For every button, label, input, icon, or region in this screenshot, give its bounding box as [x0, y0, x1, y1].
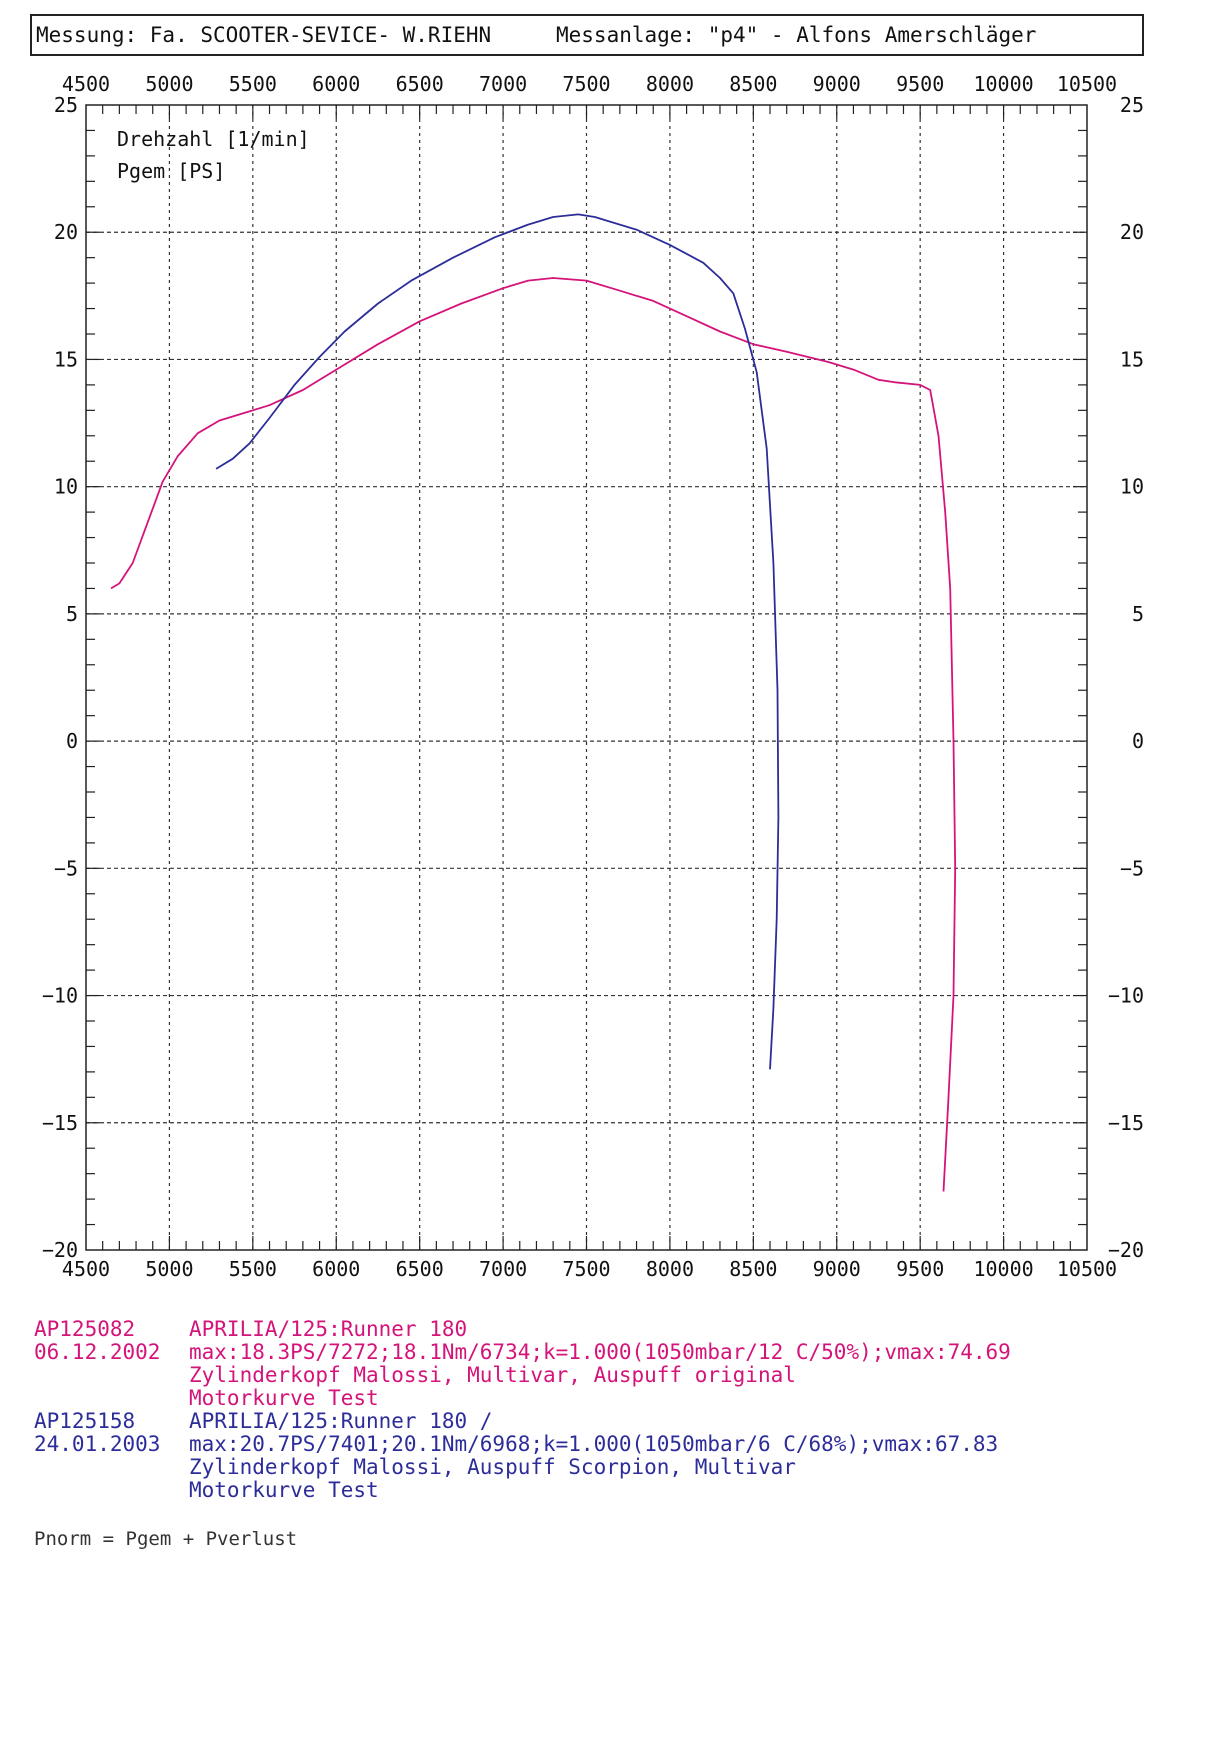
- run-2-curve-type: Motorkurve Test: [189, 1478, 379, 1502]
- tick-labels: 4500450050005000550055006000600065006500…: [42, 72, 1144, 1281]
- dyno-chart: 4500450050005000550055006000600065006500…: [42, 72, 1144, 1281]
- x-tick-bottom-5500: 5500: [229, 1257, 277, 1281]
- axis-label-pgem: Pgem [PS]: [117, 159, 225, 183]
- y-tick-left-0: 0: [66, 729, 78, 753]
- x-tick-top-9000: 9000: [813, 72, 861, 96]
- x-tick-bottom-8000: 8000: [646, 1257, 694, 1281]
- header-test-rig: Messanlage: "p4" - Alfons Amerschläger: [556, 23, 1037, 47]
- x-tick-bottom-4500: 4500: [62, 1257, 110, 1281]
- series-lines: [110, 213, 957, 1192]
- legend-run-2: AP125158 24.01.2003 APRILIA/125:Runner 1…: [34, 1410, 1011, 1502]
- run-2-date: 24.01.2003: [34, 1432, 161, 1456]
- x-tick-bottom-7500: 7500: [562, 1257, 610, 1281]
- x-tick-bottom-9000: 9000: [813, 1257, 861, 1281]
- run-1-id: AP125082: [34, 1317, 136, 1341]
- y-tick-left--15: −15: [42, 1111, 78, 1135]
- y-tick-left-25: 25: [54, 93, 78, 117]
- y-tick-right--15: −15: [1108, 1111, 1144, 1135]
- y-tick-left-20: 20: [54, 220, 78, 244]
- x-tick-top-7500: 7500: [562, 72, 610, 96]
- x-tick-bottom-9500: 9500: [896, 1257, 944, 1281]
- y-tick-right-5: 5: [1132, 602, 1144, 626]
- x-tick-bottom-7000: 7000: [479, 1257, 527, 1281]
- y-tick-right--10: −10: [1108, 984, 1144, 1008]
- y-tick-left--10: −10: [42, 984, 78, 1008]
- x-tick-top-10500: 10500: [1057, 72, 1117, 96]
- grid-lines: [86, 105, 1087, 1250]
- x-tick-top-4500: 4500: [62, 72, 110, 96]
- x-tick-bottom-6000: 6000: [312, 1257, 360, 1281]
- series-line-2: [215, 213, 780, 1070]
- y-tick-left-15: 15: [54, 347, 78, 371]
- y-tick-right-25: 25: [1120, 93, 1144, 117]
- run-2-setup: Zylinderkopf Malossi, Auspuff Scorpion, …: [189, 1455, 796, 1479]
- legend-block: AP125082 06.12.2002 APRILIA/125:Runner 1…: [34, 1318, 1011, 1502]
- x-tick-top-6500: 6500: [396, 72, 444, 96]
- footnote-formula: Pnorm = Pgem + Pverlust: [34, 1528, 298, 1550]
- x-tick-top-5000: 5000: [145, 72, 193, 96]
- x-tick-top-9500: 9500: [896, 72, 944, 96]
- x-tick-bottom-10500: 10500: [1057, 1257, 1117, 1281]
- x-tick-top-10000: 10000: [973, 72, 1033, 96]
- minor-ticks: [86, 105, 1087, 1250]
- run-1-date: 06.12.2002: [34, 1340, 161, 1364]
- y-tick-right-10: 10: [1120, 475, 1144, 499]
- x-tick-top-8500: 8500: [729, 72, 777, 96]
- x-tick-bottom-6500: 6500: [396, 1257, 444, 1281]
- x-tick-top-5500: 5500: [229, 72, 277, 96]
- header-measurement: Messung: Fa. SCOOTER-SEVICE- W.RIEHN: [36, 23, 492, 47]
- plot-frame: [85, 104, 1088, 1251]
- run-1-curve-type: Motorkurve Test: [189, 1386, 379, 1410]
- x-tick-bottom-5000: 5000: [145, 1257, 193, 1281]
- y-tick-left--20: −20: [42, 1238, 78, 1262]
- run-2-id: AP125158: [34, 1409, 136, 1433]
- y-tick-left--5: −5: [54, 856, 78, 880]
- series-line-1: [110, 277, 957, 1192]
- y-tick-right--20: −20: [1108, 1238, 1144, 1262]
- x-tick-top-8000: 8000: [646, 72, 694, 96]
- run-1-vehicle: APRILIA/125:Runner 180: [189, 1317, 468, 1341]
- x-tick-bottom-8500: 8500: [729, 1257, 777, 1281]
- run-2-vehicle: APRILIA/125:Runner 180 /: [189, 1409, 493, 1433]
- y-tick-right-20: 20: [1120, 220, 1144, 244]
- x-tick-bottom-10000: 10000: [973, 1257, 1033, 1281]
- run-1-max-values: max:18.3PS/7272;18.1Nm/6734;k=1.000(1050…: [189, 1340, 1011, 1364]
- x-tick-top-6000: 6000: [312, 72, 360, 96]
- axis-label-drehzahl: Drehzahl [1/min]: [117, 127, 310, 151]
- y-tick-left-10: 10: [54, 475, 78, 499]
- y-tick-right--5: −5: [1120, 856, 1144, 880]
- run-1-setup: Zylinderkopf Malossi, Multivar, Auspuff …: [189, 1363, 796, 1387]
- header-box: Messung: Fa. SCOOTER-SEVICE- W.RIEHN Mes…: [30, 14, 1144, 56]
- legend-run-1: AP125082 06.12.2002 APRILIA/125:Runner 1…: [34, 1318, 1011, 1410]
- y-tick-right-0: 0: [1132, 729, 1144, 753]
- y-tick-left-5: 5: [66, 602, 78, 626]
- run-2-max-values: max:20.7PS/7401;20.1Nm/6968;k=1.000(1050…: [189, 1432, 999, 1456]
- y-tick-right-15: 15: [1120, 347, 1144, 371]
- x-tick-top-7000: 7000: [479, 72, 527, 96]
